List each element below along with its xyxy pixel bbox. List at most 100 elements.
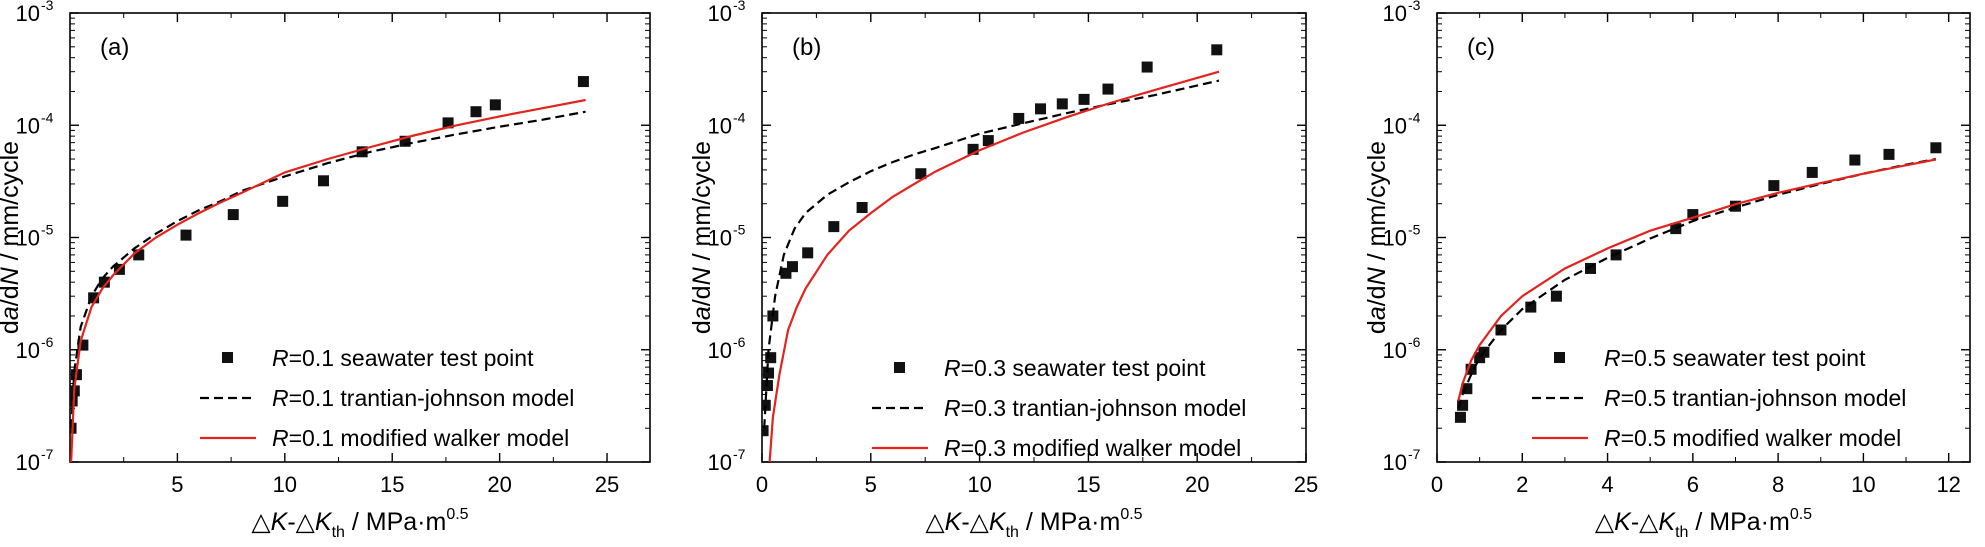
data-point	[1035, 103, 1047, 115]
data-point	[1729, 200, 1741, 212]
y-axis-label-part: d	[688, 320, 716, 334]
legend-label-part: R	[272, 385, 289, 411]
data-point	[762, 425, 769, 437]
data-point	[763, 367, 775, 379]
chart-panel-2: 10 -710 -610 -510 -410 -30 5 10 15 20 25(b)△K-△Kth…	[688, 0, 1318, 541]
y-axis-label-part: a	[0, 306, 24, 320]
x-tick-label: 8	[1772, 472, 1784, 497]
y-tick-exponent: -3	[41, 0, 54, 13]
legend: R=0.5 seawater test point R=0.5 trantian-…	[1532, 345, 1906, 451]
x-axis-label-part: 0.5	[1790, 506, 1812, 523]
y-axis-label-part: d	[1363, 320, 1391, 334]
legend-label-part: R	[1604, 385, 1621, 411]
y-tick-exponent: -7	[733, 446, 746, 462]
y-axis-label-part: N	[0, 266, 24, 285]
x-tick-label: 15	[380, 472, 404, 497]
data-point	[133, 249, 145, 261]
legend-label-part: =0.1 trantian-johnson model	[289, 385, 575, 411]
y-axis-label-part: N	[1363, 266, 1391, 285]
x-axis-label-part: / MPa·m	[1019, 508, 1120, 536]
x-axis-label-part: K	[315, 508, 333, 536]
data-point	[1013, 112, 1025, 124]
legend-label-part: =0.5 seawater test point	[1621, 345, 1866, 371]
legend-label: R=0.5 trantian-johnson model	[1604, 385, 1906, 411]
y-tick-label: 10	[16, 338, 40, 363]
panel-label: (c)	[1467, 34, 1495, 61]
data-point	[1141, 61, 1153, 73]
y-tick-label: 10	[1383, 1, 1407, 26]
x-axis-label-part: △	[251, 508, 271, 536]
x-axis-label-part: K	[271, 508, 289, 536]
x-axis-label-part: 0.5	[446, 506, 468, 523]
x-tick-label: 10	[967, 472, 991, 497]
data-point	[1457, 399, 1469, 411]
x-tick-label: 6	[1687, 472, 1699, 497]
data-point	[98, 276, 110, 288]
y-tick-label: 10	[1383, 113, 1407, 138]
y-tick-exponent: -4	[41, 109, 54, 125]
y-tick-exponent: -5	[1408, 222, 1421, 238]
legend-label-part: =0.3 seawater test point	[961, 355, 1206, 381]
x-tick-label: 20	[487, 472, 511, 497]
y-axis-label-part: N	[688, 266, 716, 285]
legend-label-part: R	[944, 395, 961, 421]
y-axis-label-part: / mm/cycle	[0, 141, 24, 267]
legend-label: R=0.3 modified walker model	[944, 435, 1241, 461]
x-axis-label-part: / MPa·m	[1688, 508, 1789, 536]
data-point	[967, 143, 979, 155]
data-point	[1687, 209, 1699, 221]
data-point	[317, 175, 329, 187]
data-point	[1525, 301, 1537, 313]
plot-area	[1454, 142, 1942, 423]
y-tick-exponent: -5	[733, 222, 746, 238]
y-tick-label: 10	[1383, 226, 1407, 251]
data-point	[1465, 363, 1477, 375]
data-point	[982, 135, 994, 147]
y-tick-label: 10	[708, 113, 732, 138]
x-tick-label: 20	[1185, 472, 1209, 497]
x-tick-label: 4	[1601, 472, 1613, 497]
data-point	[356, 146, 368, 158]
chart-panel-1: 10 -710 -610 -510 -410 -35 10 15 20 25(a)△K-△Kth …	[0, 0, 651, 541]
data-point	[180, 229, 192, 241]
panel-label: (a)	[100, 34, 129, 61]
legend-label-part: =0.1 seawater test point	[289, 345, 534, 371]
y-tick-exponent: -4	[733, 109, 746, 125]
legend-label: R=0.1 seawater test point	[272, 345, 534, 371]
x-axis-label-part: th	[332, 524, 345, 541]
y-axis-label: da/dN / mm/cycle	[0, 141, 24, 334]
x-axis-label-part: △	[925, 508, 945, 536]
y-tick-label: 10	[708, 1, 732, 26]
x-axis-label-part: -△	[287, 508, 315, 536]
legend-label-part: =0.1 modified walker model	[289, 425, 570, 451]
plot-area	[762, 44, 1223, 462]
data-point	[1768, 180, 1780, 192]
legend-marker	[1554, 352, 1565, 363]
data-point	[1078, 93, 1090, 105]
data-point	[442, 117, 454, 129]
x-axis-label-part: th	[1006, 524, 1019, 541]
legend-label: R=0.5 seawater test point	[1604, 345, 1866, 371]
x-axis-label-part: K	[1614, 508, 1632, 536]
y-tick-exponent: -4	[1408, 109, 1421, 125]
plot-area	[70, 76, 589, 462]
y-axis-label-part: / mm/cycle	[688, 141, 716, 267]
legend-label-part: =0.5 modified walker model	[1621, 425, 1902, 451]
chart-panel-3: 10 -710 -610 -510 -410 -30 2 4 6 8 10 12(c)△K-△Kth …	[1363, 0, 1971, 541]
data-point	[828, 221, 840, 233]
data-point	[1585, 262, 1597, 274]
y-tick-exponent: -3	[1408, 0, 1421, 13]
legend-label: R=0.3 trantian-johnson model	[944, 395, 1246, 421]
legend-label: R=0.1 modified walker model	[272, 425, 569, 451]
legend-label-part: R	[272, 425, 289, 451]
x-axis-label-part: -△	[1631, 508, 1659, 536]
legend-label: R=0.1 trantian-johnson model	[272, 385, 574, 411]
legend-label-part: =0.5 trantian-johnson model	[1621, 385, 1907, 411]
data-point	[780, 267, 792, 279]
data-point	[1883, 148, 1895, 160]
y-axis-label-part: /d	[0, 285, 24, 306]
x-tick-label: 10	[273, 472, 297, 497]
x-tick-label: 5	[865, 472, 877, 497]
data-point	[1806, 166, 1818, 178]
